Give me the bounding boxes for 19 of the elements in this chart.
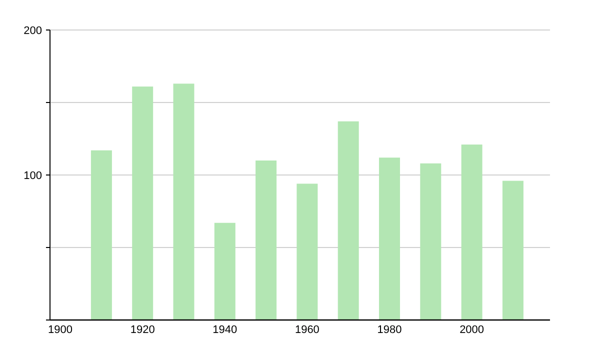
bar xyxy=(256,160,277,320)
y-tick-label: 100 xyxy=(24,170,42,182)
bar xyxy=(338,121,359,320)
bar xyxy=(502,180,524,320)
y-tick-label: 200 xyxy=(24,24,42,37)
x-tick-label: 2000 xyxy=(460,324,484,336)
bar xyxy=(296,184,318,320)
bar xyxy=(379,158,400,320)
bar xyxy=(420,163,442,320)
x-tick-label: 1980 xyxy=(377,324,402,336)
x-tick-label: 1940 xyxy=(212,324,238,336)
bar xyxy=(132,86,154,320)
x-tick-label: 1960 xyxy=(294,324,320,336)
bar xyxy=(461,144,482,320)
bar xyxy=(214,222,236,320)
bar xyxy=(90,150,112,320)
x-tick-label: 1900 xyxy=(48,324,73,336)
x-tick-label: 1920 xyxy=(130,324,155,336)
bar xyxy=(173,84,194,320)
